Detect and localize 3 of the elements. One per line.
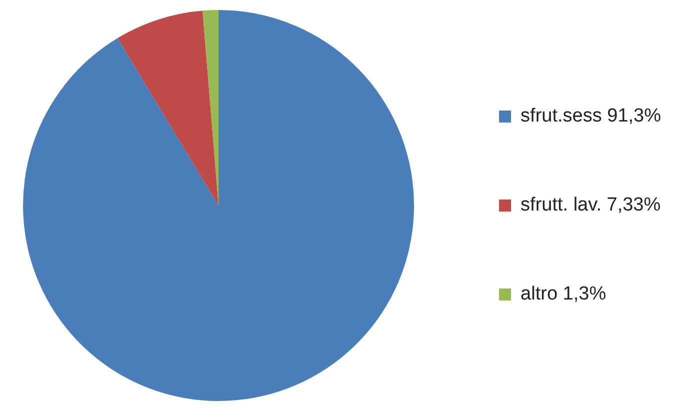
legend-label: altro 1,3% [520,284,606,305]
legend-label: sfrutt. lav. 7,33% [520,194,661,216]
legend-label: sfrut.sess 91,3% [520,106,662,127]
